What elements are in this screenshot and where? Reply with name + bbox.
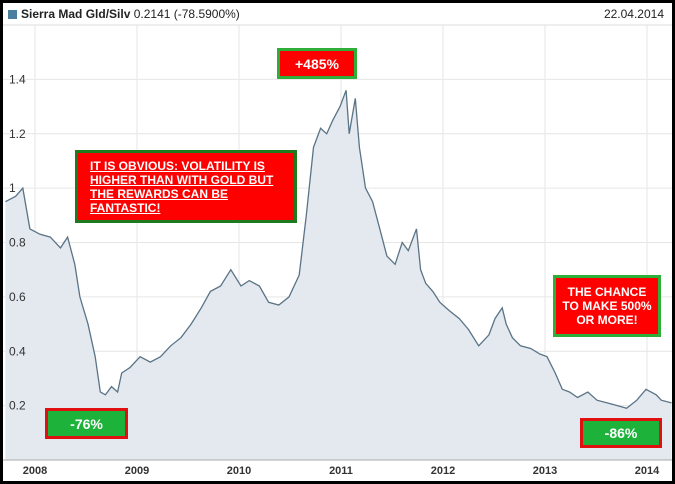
x-tick-label: 2011 (329, 465, 353, 477)
series-legend-swatch (8, 10, 17, 19)
series-line (5, 90, 672, 410)
annotation-drop-2008: -76% (45, 408, 128, 439)
chart-title: Sierra Mad Gld/Silv 0.2141 (-78.5900%) (21, 7, 240, 21)
x-tick-label: 2014 (635, 465, 660, 477)
y-tick-label: 0.4 (9, 344, 26, 358)
y-tick-label: 0.6 (9, 290, 26, 304)
annotation-drop-2014: -86% (580, 418, 662, 448)
chart-date: 22.04.2014 (603, 7, 664, 21)
chart-header: Sierra Mad Gld/Silv 0.2141 (-78.5900%) 2… (3, 3, 672, 25)
series-change: (-78.5900%) (173, 7, 240, 21)
y-tick-label: 0.8 (9, 236, 26, 250)
x-tick-label: 2009 (125, 465, 149, 477)
x-tick-label: 2012 (431, 465, 455, 477)
x-tick-label: 2008 (23, 465, 47, 477)
plot-area: 0.2 0.4 0.6 0.8 1 1.2 1.4 2008 2009 2010 2011 2012 2… (3, 24, 672, 477)
y-tick-label: 1.2 (9, 127, 26, 141)
x-tick-label: 2013 (533, 465, 557, 477)
annotation-peak: +485% (277, 48, 357, 79)
y-tick-label: 0.2 (9, 399, 26, 413)
x-tick-label: 2010 (227, 465, 251, 477)
series-name: Sierra Mad Gld/Silv (21, 7, 131, 21)
series-value: 0.2141 (133, 7, 171, 21)
annotation-chance: THE CHANCE TO MAKE 500% OR MORE! (553, 275, 661, 337)
series-area (5, 90, 672, 461)
annotation-obvious: IT IS OBVIOUS: VOLATILITY IS HIGHER THAN… (75, 150, 297, 223)
y-tick-label: 1.4 (9, 72, 26, 86)
y-tick-label: 1 (9, 181, 16, 195)
